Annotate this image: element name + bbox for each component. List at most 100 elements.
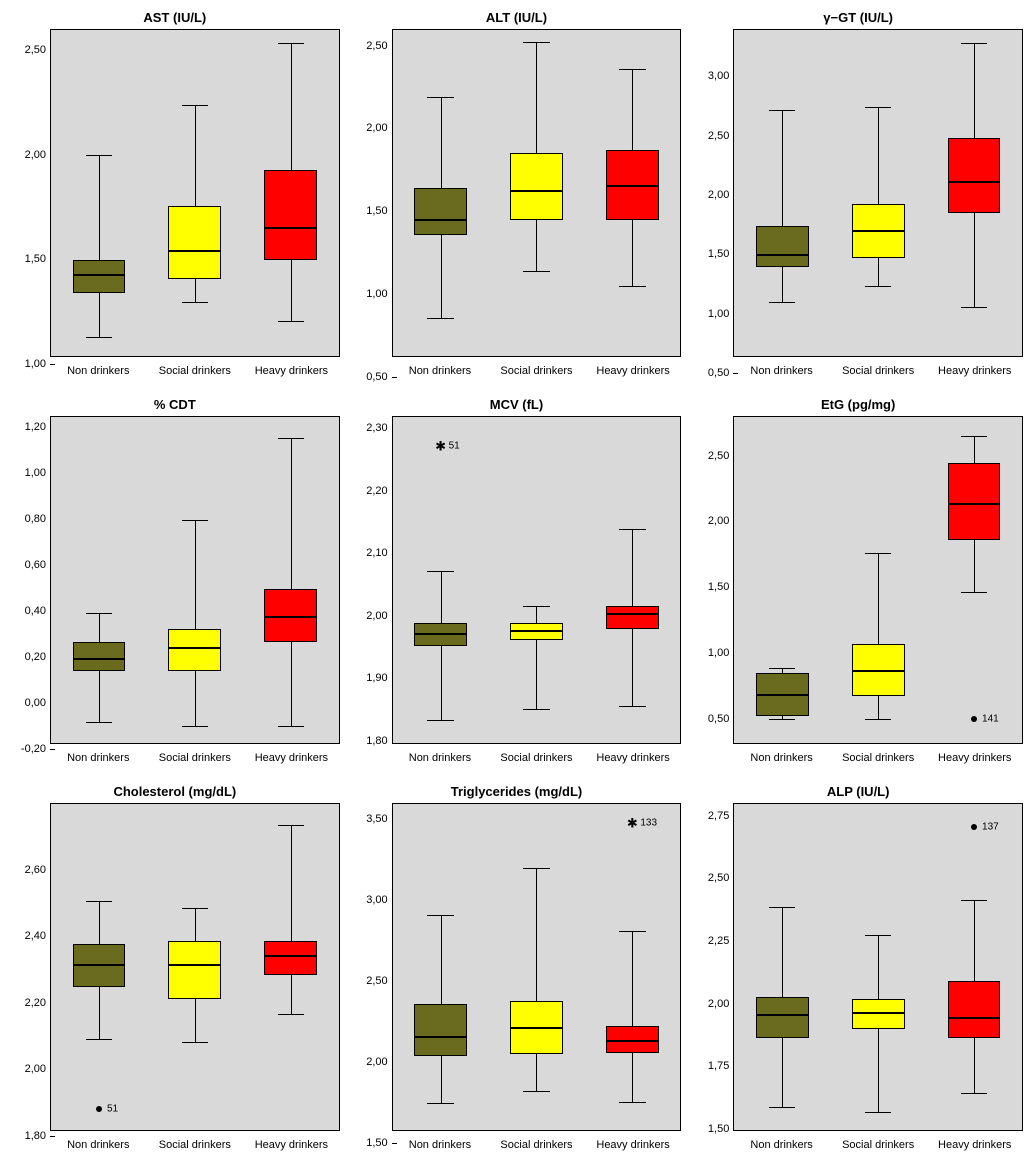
y-tick-label: 3,50 [366,813,387,825]
box [264,170,317,260]
whisker [99,155,100,337]
x-label: Social drinkers [830,1139,927,1151]
y-tick-mark [392,1143,397,1144]
plot-area: 141 [733,416,1023,744]
whisker-cap [278,726,304,727]
whisker-cap [86,1039,112,1040]
whisker [782,110,783,301]
boxplot-panel: EtG (pg/mg)0,501,001,502,002,50141Non dr… [693,397,1023,772]
box [414,1004,467,1056]
x-label: Heavy drinkers [585,752,682,764]
x-axis: Non drinkersSocial drinkersHeavy drinker… [50,744,340,772]
outlier-label: 51 [107,1103,118,1114]
outlier-label: 141 [982,713,999,724]
y-tick-label: 1,80 [25,1130,46,1142]
y-tick-label: 0,40 [25,605,46,617]
median [756,694,809,696]
outlier-marker: ✱ [435,439,446,452]
y-tick-label: 2,00 [25,149,46,161]
whisker-cap [278,321,304,322]
whisker-cap [182,726,208,727]
x-label: Non drinkers [392,752,489,764]
x-label: Heavy drinkers [243,1139,340,1151]
median [414,1036,467,1038]
whisker-cap [769,719,795,720]
x-label: Social drinkers [488,365,585,377]
whisker-cap [619,286,645,287]
whisker [632,931,633,1101]
y-tick-label: 2,00 [708,515,729,527]
panel-title: % CDT [10,397,340,416]
median [510,190,563,192]
y-axis: 1,501,752,002,252,502,75 [693,803,733,1159]
whisker-cap [619,1102,645,1103]
median [168,964,221,966]
median [264,955,317,957]
whisker-cap [769,1107,795,1108]
boxplot-panel: AST (IU/L)1,001,502,002,50Non drinkersSo… [10,10,340,385]
plot-wrap: -0,200,000,200,400,600,801,001,20Non dri… [10,416,340,772]
whisker [291,438,292,726]
box [756,226,809,267]
whisker-cap [523,271,549,272]
x-label: Non drinkers [50,1139,147,1151]
median [948,1017,1001,1019]
y-tick-label: 2,20 [25,997,46,1009]
y-tick-label: 1,20 [25,421,46,433]
y-axis: 1,801,902,002,102,202,30 [352,416,392,772]
box [948,981,1001,1038]
box [948,138,1001,213]
y-axis: 0,501,001,502,002,50 [693,416,733,772]
panel-title: MCV (fL) [352,397,682,416]
y-tick-label: 0,00 [25,697,46,709]
whisker-cap [865,286,891,287]
whisker-cap [523,709,549,710]
plot-wrap: 0,501,001,502,002,50Non drinkersSocial d… [352,29,682,385]
boxplot-panel: % CDT-0,200,000,200,400,600,801,001,20No… [10,397,340,772]
plot-area [392,29,682,357]
y-tick-label: 0,50 [708,367,729,379]
plot-column: Non drinkersSocial drinkersHeavy drinker… [392,29,682,385]
panel-title: Cholesterol (mg/dL) [10,784,340,803]
y-tick-mark [733,373,738,374]
plot-wrap: 1,001,502,002,50Non drinkersSocial drink… [10,29,340,385]
panel-title: Triglycerides (mg/dL) [352,784,682,803]
y-tick-label: 2,30 [366,422,387,434]
y-tick-label: 0,80 [25,513,46,525]
plot-column: 137Non drinkersSocial drinkersHeavy drin… [733,803,1023,1159]
y-tick-label: 1,00 [366,288,387,300]
x-axis: Non drinkersSocial drinkersHeavy drinker… [733,1131,1023,1159]
whisker-cap [182,1042,208,1043]
whisker [291,825,292,1014]
y-tick-label: 1,50 [366,205,387,217]
y-tick-label: 1,50 [25,253,46,265]
median [264,616,317,618]
x-label: Heavy drinkers [585,1139,682,1151]
x-label: Non drinkers [50,365,147,377]
panel-title: γ−GT (IU/L) [693,10,1023,29]
y-tick-label: 2,50 [708,450,729,462]
plot-area [50,416,340,744]
plot-area: ✱133 [392,803,682,1131]
x-label: Non drinkers [392,1139,489,1151]
median [168,250,221,252]
y-tick-mark [50,1136,55,1137]
x-axis: Non drinkersSocial drinkersHeavy drinker… [733,357,1023,385]
x-label: Heavy drinkers [926,1139,1023,1151]
y-tick-label: 2,00 [708,189,729,201]
outlier-marker [96,1106,102,1112]
whisker-cap [523,606,549,607]
box [852,999,905,1029]
y-tick-label: 1,50 [708,581,729,593]
median [73,658,126,660]
x-label: Non drinkers [733,1139,830,1151]
y-tick-mark [50,364,55,365]
y-tick-label: 1,00 [25,358,46,370]
x-label: Social drinkers [147,365,244,377]
median [168,647,221,649]
whisker-cap [865,1112,891,1113]
y-tick-label: 0,20 [25,651,46,663]
whisker-cap [961,436,987,437]
whisker-cap [427,1103,453,1104]
median [606,1040,659,1042]
